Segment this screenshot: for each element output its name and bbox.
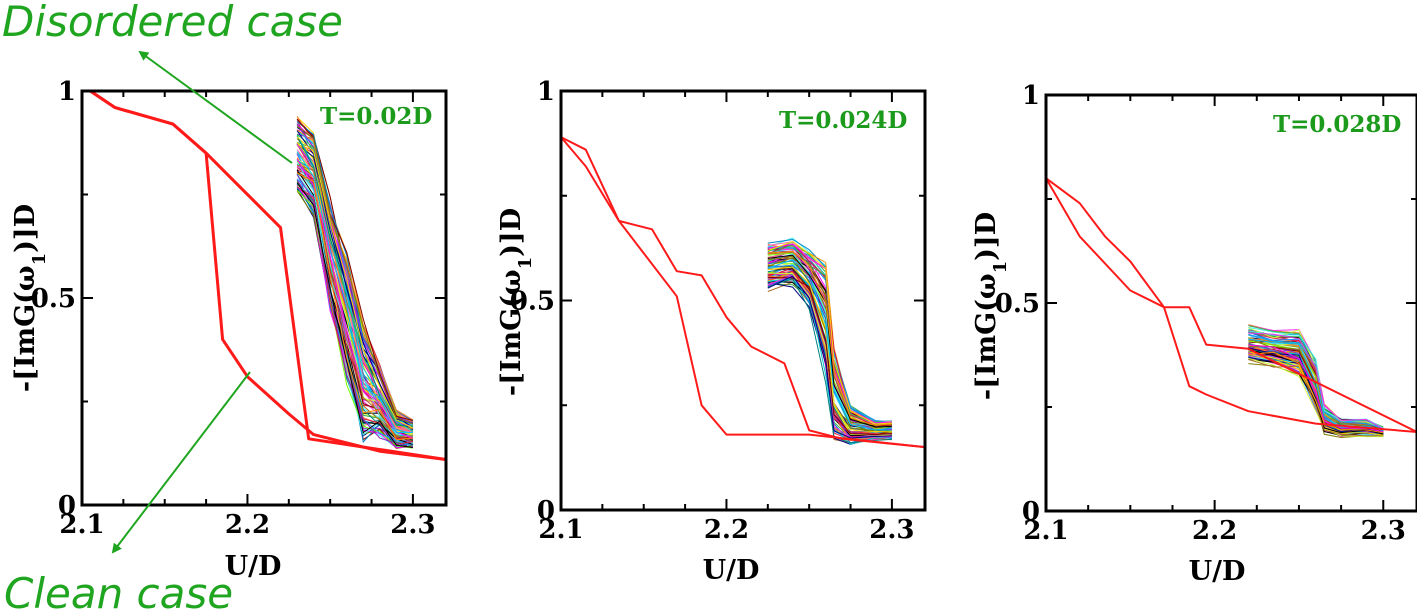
x-tick-label: 2.2 <box>225 510 270 540</box>
y-axis-label: -[ImG(ω1)]D <box>10 204 50 392</box>
x-axis-label: U/D <box>1189 556 1246 587</box>
disorder-curve <box>296 116 414 421</box>
clean-curve-backward <box>561 136 925 449</box>
disorder-curve <box>767 275 892 439</box>
y-tick-label: 0.5 <box>510 287 555 317</box>
clean-case-label: Clean case <box>4 569 233 613</box>
y-tick-label: 0.5 <box>31 284 76 314</box>
y-tick-label: 0 <box>58 491 76 521</box>
disorder-curve <box>1248 334 1384 429</box>
x-tick-label: 2.2 <box>1192 516 1237 546</box>
plot-area <box>89 91 446 461</box>
disorder-curve <box>1248 338 1384 431</box>
disorder-curve <box>296 161 413 437</box>
panel-t0024: 2.1 2.2 2.3 0 0.5 1 U/D -[ImG(ω1)]D T=0.024D <box>496 77 927 586</box>
disorder-curve <box>296 164 413 438</box>
x-tick-label: 2.3 <box>390 510 435 540</box>
x-tick-label: 2.1 <box>538 515 583 545</box>
disorder-curve <box>767 266 892 434</box>
panel-t002: 2.1 2.2 2.3 0 0.5 1 U/D -[ImG(ω1)]D T=0.02D <box>10 77 448 582</box>
disorder-curve <box>1248 351 1384 434</box>
clean-curve-backward <box>89 91 446 461</box>
disordered-case-arrow <box>138 50 293 164</box>
disorder-curve <box>767 259 892 431</box>
disorder-curve <box>296 136 414 429</box>
y-tick-label: 0 <box>537 496 555 526</box>
x-tick-label: 2.1 <box>59 510 104 540</box>
disorder-curve <box>296 189 413 449</box>
y-tick-label: 0 <box>1022 497 1040 527</box>
clean-curve-backward <box>1046 177 1417 433</box>
y-axis-label: -[ImG(ω1)]D <box>496 208 536 396</box>
y-tick-label: 1 <box>1022 81 1040 111</box>
disorder-curve <box>296 135 413 428</box>
x-tick-label: 2.3 <box>1361 516 1406 546</box>
clean-curve-forward <box>561 136 925 449</box>
y-tick-label: 1 <box>537 77 555 107</box>
x-tick-label: 2.2 <box>704 515 749 545</box>
disordered-case-label: Disordered case <box>2 0 343 46</box>
x-axis-label: U/D <box>703 555 760 586</box>
x-tick-label: 2.3 <box>869 515 914 545</box>
disorder-curve <box>1248 332 1384 430</box>
x-axis-label: U/D <box>225 551 282 582</box>
disorder-curve <box>767 241 892 425</box>
plot-area <box>561 136 925 449</box>
y-tick-label: 1 <box>58 77 76 107</box>
disorder-curve <box>296 151 413 433</box>
temperature-label: T=0.02D <box>320 103 432 130</box>
disorder-curve <box>767 254 892 428</box>
plot-area <box>1046 177 1417 439</box>
axes-frame <box>1044 93 1417 513</box>
disorder-curve <box>296 182 413 448</box>
temperature-label: T=0.028D <box>1273 111 1401 138</box>
y-tick-label: 0.5 <box>995 289 1040 319</box>
disorder-curve <box>296 172 413 441</box>
axes-frame <box>559 89 927 512</box>
panel-t0028: 2.1 2.2 2.3 0 0.5 1 U/D -[ImG(ω1)]D T=0.028D <box>971 81 1417 587</box>
temperature-label: T=0.024D <box>779 107 907 134</box>
disorder-curve <box>296 133 413 427</box>
disorder-curve <box>1248 359 1384 437</box>
x-tick-label: 2.1 <box>1023 516 1068 546</box>
clean-case-arrow <box>111 371 251 554</box>
clean-curve-forward <box>1046 177 1417 433</box>
disorder-curve <box>296 125 414 425</box>
y-axis-label: -[ImG(ω1)]D <box>971 212 1011 400</box>
disorder-curve <box>767 250 892 426</box>
